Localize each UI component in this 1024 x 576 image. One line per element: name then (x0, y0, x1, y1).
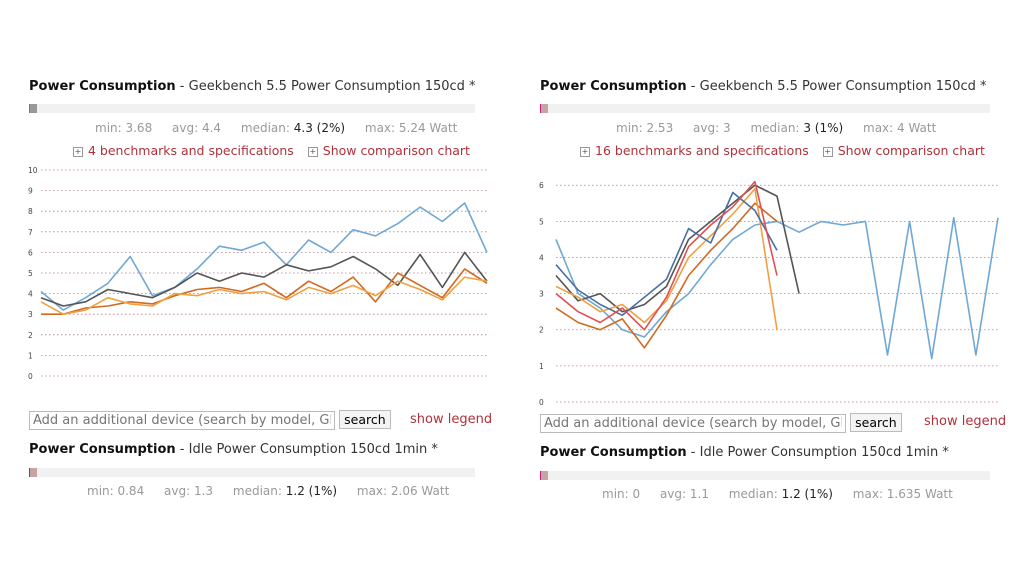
idle-range-bar (29, 468, 475, 477)
idle-range-marker (540, 471, 548, 480)
y-tick-label: 3 (28, 310, 33, 319)
stats-line: min: 3.68 avg: 4.4 median: 4.3 (2%) max:… (95, 121, 458, 135)
idle-title: Power Consumption - Idle Power Consumpti… (29, 442, 438, 457)
y-tick-label: 7 (28, 228, 33, 237)
y-tick-label: 5 (539, 217, 544, 226)
series-line-4 (40, 276, 488, 315)
y-tick-label: 4 (539, 253, 544, 262)
expand-icon: + (73, 147, 83, 157)
line-chart: 0 1 2 3 4 5 6 7 8 9 10 (28, 166, 488, 381)
range-bar (29, 104, 475, 113)
series-line-2 (555, 184, 800, 313)
links-row: +16 benchmarks and specifications + Show … (580, 143, 995, 158)
series-line-1 (40, 202, 488, 311)
left-panel: Power Consumption - Geekbench 5.5 Power … (27, 0, 507, 576)
chart-title: Power Consumption - Geekbench 5.5 Power … (540, 79, 987, 94)
show-legend-link[interactable]: show legend (924, 414, 1007, 429)
y-tick-label: 6 (28, 248, 33, 257)
series-line-3 (41, 268, 488, 315)
chart-title: Power Consumption - Geekbench 5.5 Power … (29, 79, 476, 94)
y-tick-label: 3 (539, 290, 544, 299)
stats-line: min: 2.53 avg: 3 median: 3 (1%) max: 4 W… (616, 121, 937, 135)
y-tick-label: 6 (539, 181, 544, 190)
series-line-4 (555, 188, 778, 330)
idle-title: Power Consumption - Idle Power Consumpti… (540, 445, 949, 460)
device-search-input[interactable] (540, 414, 846, 433)
idle-stats-line: min: 0 avg: 1.1 median: 1.2 (1%) max: 1.… (602, 487, 953, 501)
range-marker (29, 104, 37, 113)
line-chart: 0 1 2 3 4 5 6 (539, 180, 999, 407)
series-line-6 (555, 180, 778, 331)
benchmarks-link[interactable]: +16 benchmarks and specifications (580, 143, 809, 158)
benchmarks-link[interactable]: +4 benchmarks and specifications (73, 143, 294, 158)
series-line-1 (555, 216, 999, 360)
device-search-input[interactable] (29, 411, 335, 430)
expand-icon: + (822, 147, 833, 157)
right-panel: Power Consumption - Geekbench 5.5 Power … (538, 0, 1018, 576)
expand-icon: + (307, 147, 318, 157)
y-tick-label: 9 (28, 187, 33, 196)
search-row: search (29, 410, 391, 430)
series-line-2 (40, 251, 488, 307)
y-tick-label: 10 (28, 166, 38, 175)
comparison-link[interactable]: + Show comparison chart (822, 143, 985, 158)
show-legend-link[interactable]: show legend (410, 412, 493, 427)
idle-range-bar (540, 471, 990, 480)
y-tick-label: 2 (28, 331, 33, 340)
range-bar (540, 104, 990, 113)
comparison-link[interactable]: + Show comparison chart (307, 143, 470, 158)
search-button[interactable]: search (339, 410, 391, 429)
y-tick-label: 8 (28, 207, 33, 216)
idle-stats-line: min: 0.84 avg: 1.3 median: 1.2 (1%) max:… (87, 484, 450, 498)
idle-range-marker (29, 468, 37, 477)
links-row: +4 benchmarks and specifications + Show c… (73, 143, 480, 158)
search-row: search (540, 413, 902, 433)
y-tick-label: 0 (539, 398, 544, 407)
y-tick-label: 5 (28, 269, 33, 278)
y-tick-label: 4 (28, 290, 33, 299)
series-line-3 (555, 202, 778, 349)
range-marker (540, 104, 548, 113)
expand-icon: + (580, 147, 590, 157)
search-button[interactable]: search (850, 413, 902, 432)
y-tick-label: 2 (539, 326, 544, 335)
y-tick-label: 1 (539, 362, 544, 371)
y-tick-label: 0 (28, 372, 33, 381)
y-tick-label: 1 (28, 351, 33, 360)
